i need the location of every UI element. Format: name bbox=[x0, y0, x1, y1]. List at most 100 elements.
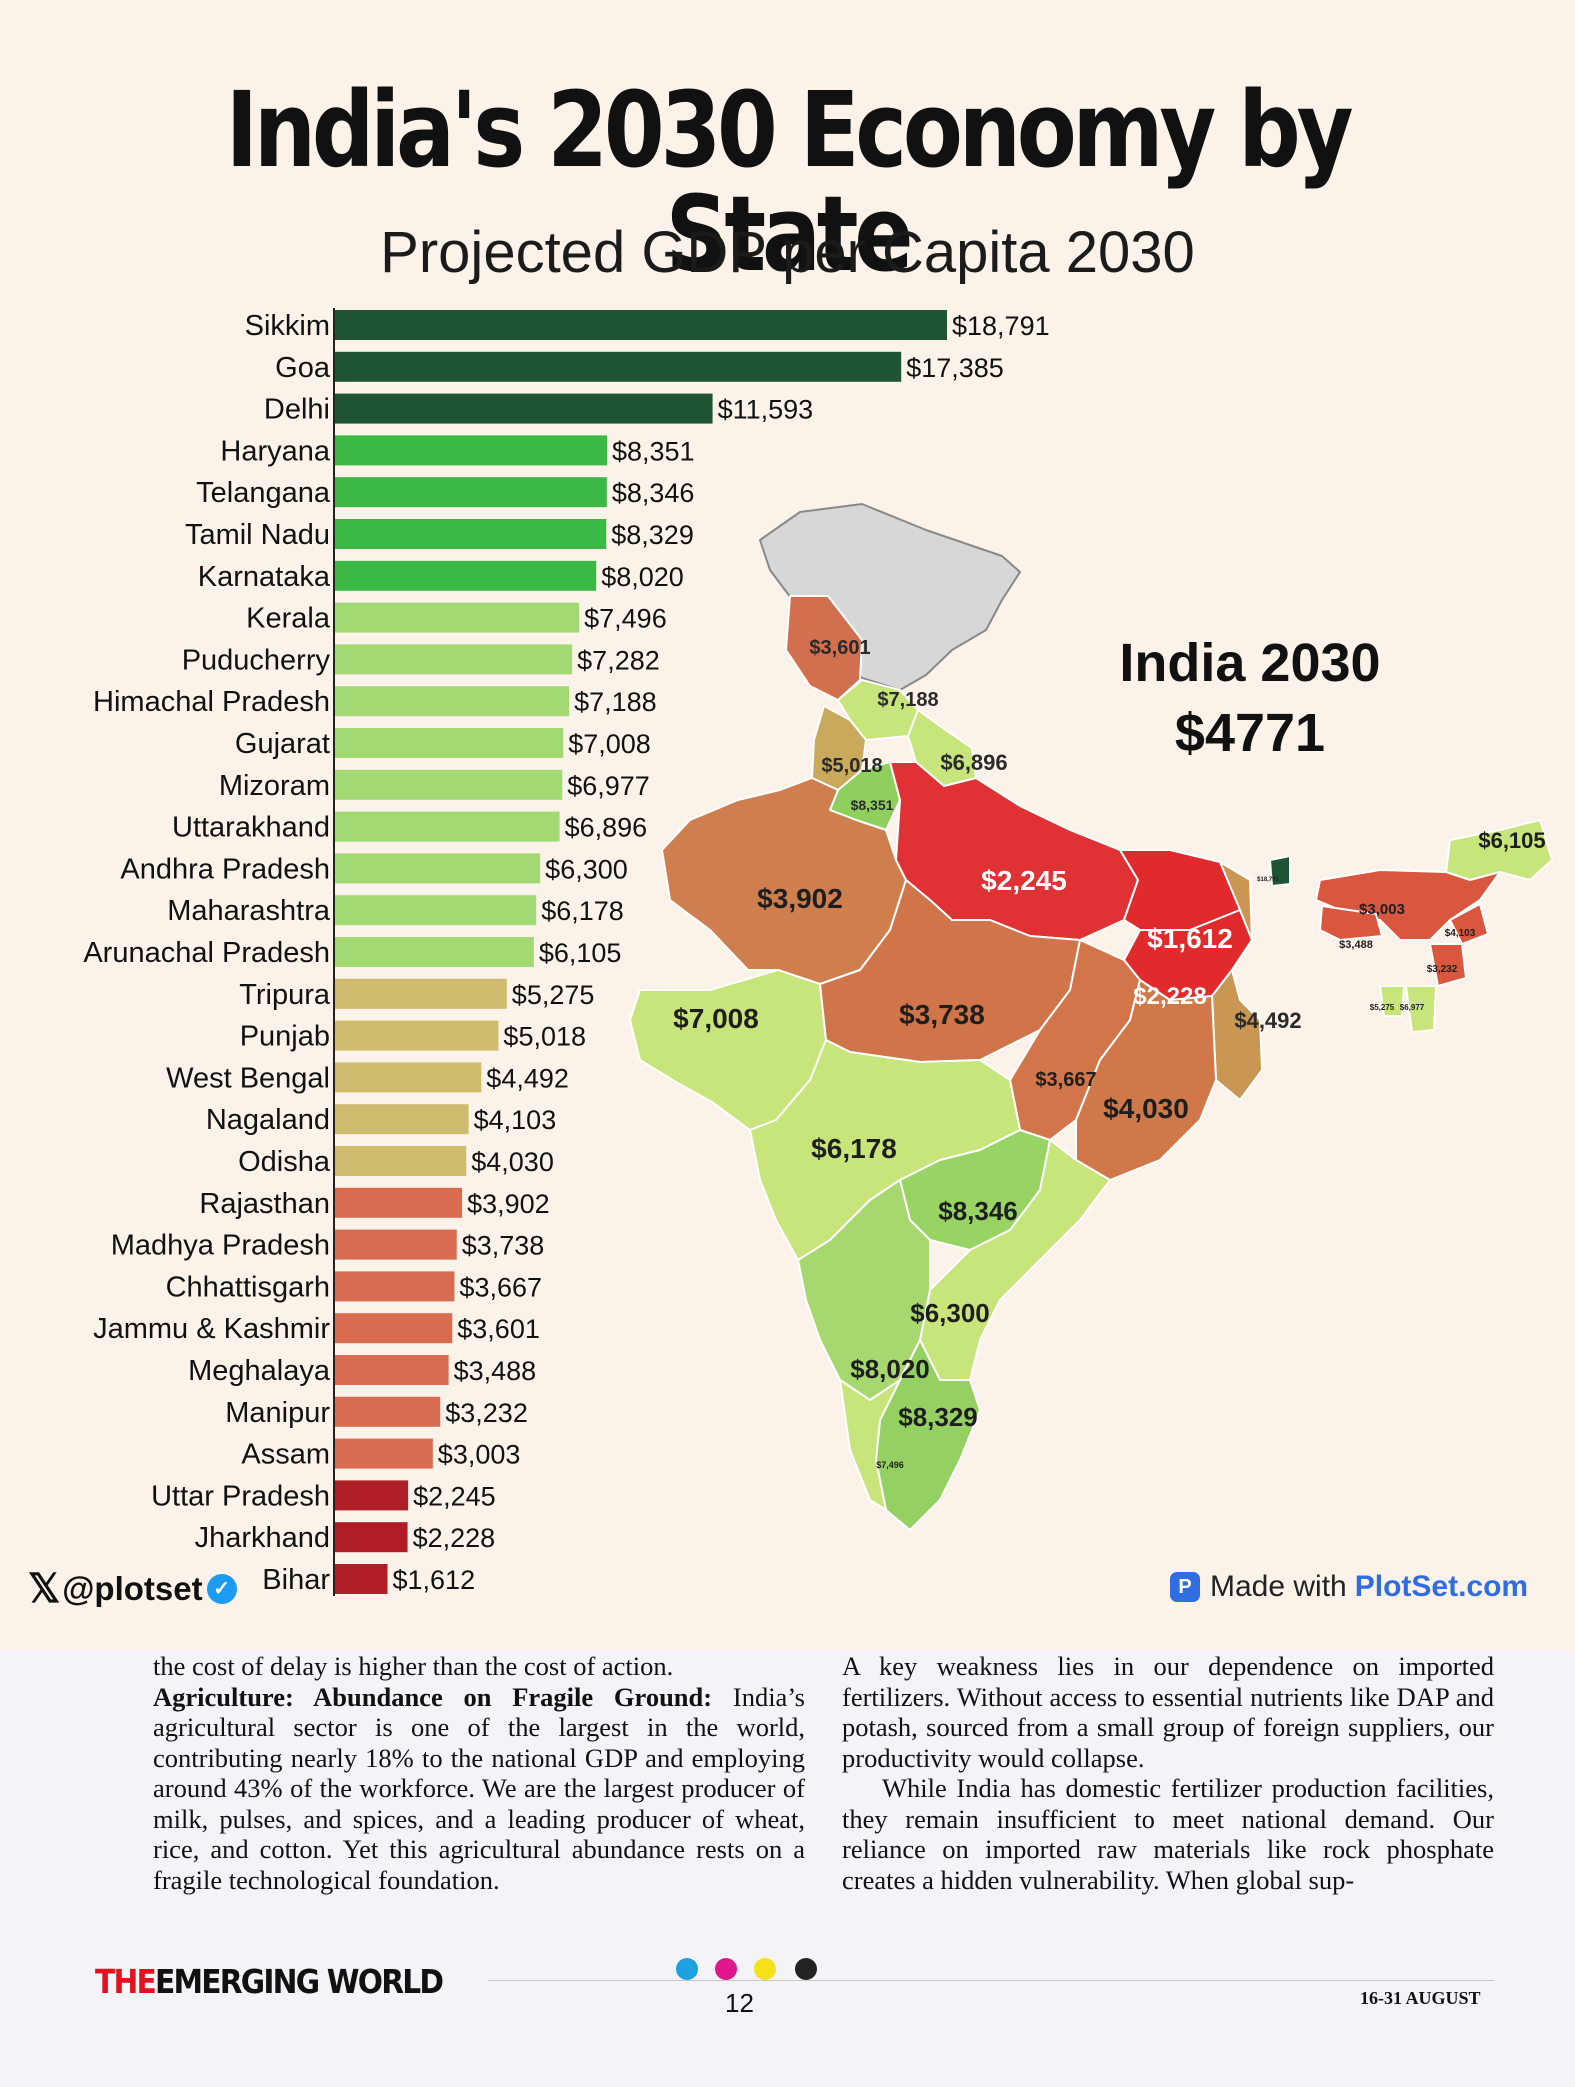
map-label-punjab: $5,018 bbox=[821, 755, 882, 777]
map-label-maharashtra: $6,178 bbox=[811, 1133, 897, 1164]
category-label: Punjab bbox=[240, 1021, 330, 1053]
value-label: $2,245 bbox=[413, 1481, 496, 1511]
value-label: $7,282 bbox=[577, 645, 660, 675]
bar bbox=[335, 602, 580, 633]
map-label-tripura: $5,275 bbox=[1370, 1003, 1395, 1012]
masthead-rest: EMERGING WORLD bbox=[155, 1962, 444, 2001]
map-label-jharkhand: $2,228 bbox=[1133, 983, 1206, 1010]
value-label: $8,351 bbox=[612, 436, 695, 466]
category-label: Gujarat bbox=[235, 728, 330, 760]
value-label: $6,105 bbox=[539, 938, 622, 968]
bar bbox=[335, 519, 607, 549]
category-label: Meghalaya bbox=[188, 1355, 331, 1387]
map-label-uttarakhand: $6,896 bbox=[940, 750, 1007, 775]
bar bbox=[335, 769, 563, 800]
bar bbox=[335, 393, 713, 424]
map-label-meghalaya: $3,488 bbox=[1339, 939, 1373, 951]
map-label-sikkim: $18,791 bbox=[1257, 877, 1279, 883]
category-label: Arunachal Pradesh bbox=[83, 937, 330, 969]
bar bbox=[335, 1396, 441, 1427]
category-label: Chhattisgarh bbox=[166, 1271, 330, 1303]
bar bbox=[335, 1438, 433, 1469]
plotset-logo-icon: P bbox=[1170, 1572, 1200, 1602]
value-label: $8,346 bbox=[612, 478, 695, 508]
printer-mark-cyan bbox=[676, 1958, 698, 1980]
map-region-tripura bbox=[1379, 985, 1405, 1017]
category-label: Telangana bbox=[196, 477, 331, 509]
category-label: Delhi bbox=[264, 394, 330, 426]
map-region-sikkim bbox=[1269, 855, 1291, 887]
category-label: Madhya Pradesh bbox=[111, 1230, 330, 1262]
printer-mark-black bbox=[795, 1958, 817, 1980]
map-region-odisha bbox=[1075, 979, 1217, 1181]
article-column-right: A key weakness lies in our dependence on… bbox=[842, 1651, 1494, 1895]
value-label: $3,738 bbox=[462, 1231, 545, 1261]
value-label: $5,275 bbox=[512, 980, 595, 1010]
category-label: Jharkhand bbox=[195, 1522, 330, 1554]
page-number: 12 bbox=[725, 1988, 754, 2018]
map-label-nagaland: $4,103 bbox=[1445, 928, 1476, 939]
map-label-rajasthan: $3,902 bbox=[757, 883, 843, 914]
value-label: $5,018 bbox=[503, 1022, 586, 1052]
category-label: Tamil Nadu bbox=[185, 519, 330, 551]
value-label: $6,178 bbox=[541, 896, 624, 926]
bar bbox=[335, 1104, 469, 1135]
map-label-mizoram: $6,977 bbox=[1400, 1003, 1425, 1012]
map-label-assam: $3,003 bbox=[1359, 901, 1405, 918]
value-label: $3,667 bbox=[459, 1272, 542, 1302]
category-label: Goa bbox=[275, 352, 331, 384]
category-label: Manipur bbox=[225, 1397, 330, 1429]
category-label: Kerala bbox=[246, 603, 331, 635]
bar bbox=[335, 686, 570, 717]
category-label: Himachal Pradesh bbox=[93, 686, 330, 718]
map-region-manipur bbox=[1429, 943, 1467, 987]
map-label-himachal: $7,188 bbox=[877, 689, 938, 711]
category-label: West Bengal bbox=[166, 1062, 330, 1094]
chart-subtitle: Projected GDP per Capita 2030 bbox=[380, 220, 1195, 285]
category-label: Uttar Pradesh bbox=[151, 1480, 330, 1512]
category-label: Puducherry bbox=[182, 644, 331, 676]
map-label-jammu-kashmir: $3,601 bbox=[809, 637, 870, 659]
value-label: $4,103 bbox=[474, 1105, 557, 1135]
printer-mark-yellow bbox=[754, 1958, 776, 1980]
category-label: Karnataka bbox=[198, 561, 331, 593]
footer-divider bbox=[488, 1980, 1494, 1981]
article-column-left: the cost of delay is higher than the cos… bbox=[153, 1651, 805, 1895]
bar bbox=[335, 1187, 463, 1218]
bar bbox=[335, 1062, 482, 1093]
bar bbox=[335, 1522, 408, 1553]
value-label: $8,329 bbox=[611, 520, 694, 550]
national-title: India 2030 bbox=[1119, 633, 1381, 693]
category-label: Haryana bbox=[220, 435, 330, 467]
bar bbox=[335, 728, 564, 758]
article-paragraph: While India has domestic fertilizer prod… bbox=[842, 1773, 1494, 1895]
bar bbox=[335, 1146, 467, 1176]
bar-chart: Sikkim $18,791 Goa $17,385 Delhi $11,593 Harya… bbox=[83, 308, 1050, 1596]
bar bbox=[335, 895, 537, 926]
national-value: $4771 bbox=[1174, 703, 1326, 763]
value-label: $2,228 bbox=[413, 1523, 496, 1553]
bar bbox=[335, 477, 607, 508]
map-region-uttar-pradesh bbox=[889, 761, 1139, 941]
value-label: $6,977 bbox=[567, 771, 650, 801]
handle-text: @plotset bbox=[62, 1570, 203, 1607]
map-regions bbox=[629, 503, 1553, 1531]
value-label: $3,003 bbox=[438, 1440, 521, 1470]
masthead-the: THE bbox=[95, 1962, 157, 2001]
map-region-chhattisgarh bbox=[1009, 939, 1141, 1141]
masthead-logo: THEEMERGING WORLD bbox=[95, 1962, 444, 2001]
category-label: Nagaland bbox=[206, 1104, 330, 1136]
map-label-tamil-nadu: $8,329 bbox=[898, 1402, 978, 1432]
bar bbox=[335, 1271, 455, 1302]
bar bbox=[335, 1480, 409, 1511]
value-label: $17,385 bbox=[906, 353, 1004, 383]
article-line: the cost of delay is higher than the cos… bbox=[153, 1651, 674, 1681]
map-region-west-bengal bbox=[1211, 861, 1263, 1101]
made-with-credit: P Made with PlotSet.com bbox=[1170, 1570, 1528, 1604]
value-label: $6,300 bbox=[545, 854, 628, 884]
map-region-meghalaya bbox=[1319, 905, 1383, 941]
india-map: $3,601 $7,188 $5,018 $6,896 $8,351 $3,90… bbox=[629, 503, 1553, 1531]
article-body: India’s agricultural sector is one of th… bbox=[153, 1681, 805, 1895]
bar bbox=[335, 1355, 449, 1385]
bar bbox=[335, 1020, 499, 1051]
